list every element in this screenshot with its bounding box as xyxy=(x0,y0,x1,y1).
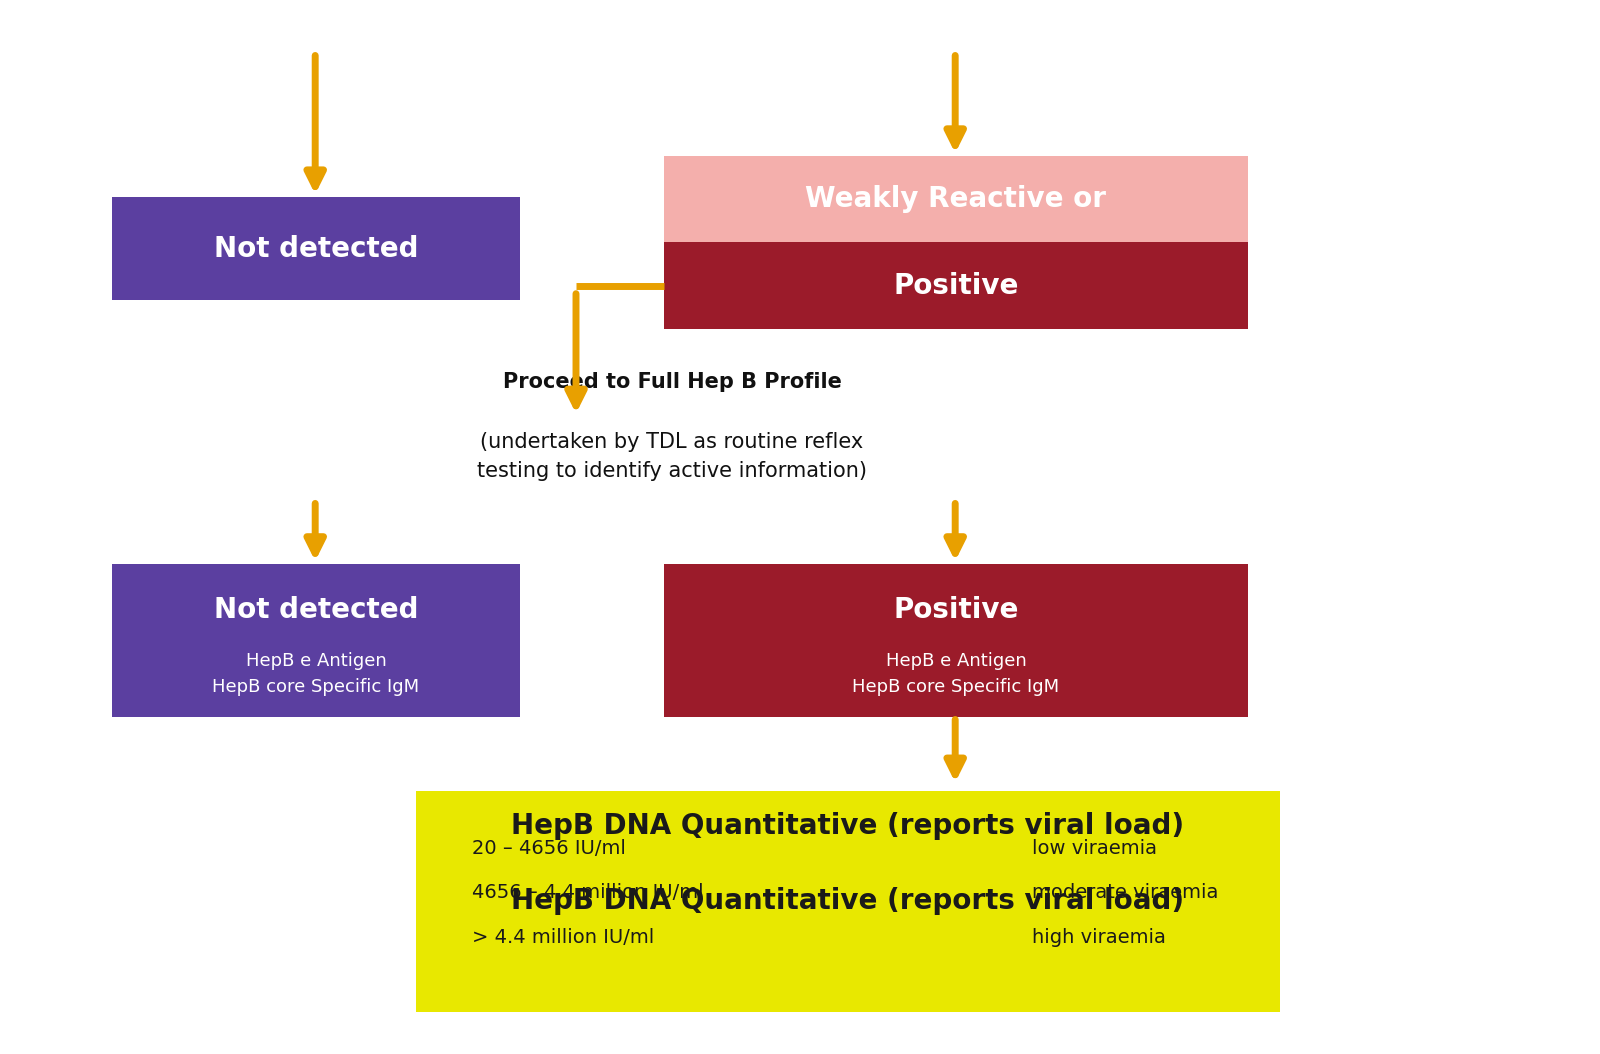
Text: > 4.4 million IU/ml: > 4.4 million IU/ml xyxy=(472,928,654,946)
Text: Weakly Reactive or: Weakly Reactive or xyxy=(805,186,1107,213)
Text: high viraemia: high viraemia xyxy=(1032,928,1166,946)
Text: 4656 – 4.4 million IU/ml: 4656 – 4.4 million IU/ml xyxy=(472,883,704,902)
Text: Not detected: Not detected xyxy=(214,235,418,262)
FancyBboxPatch shape xyxy=(664,156,1248,242)
Text: HepB e Antigen
HepB core Specific IgM: HepB e Antigen HepB core Specific IgM xyxy=(853,651,1059,696)
Text: HepB DNA Quantitative (reports viral load): HepB DNA Quantitative (reports viral loa… xyxy=(512,887,1184,915)
Text: Positive: Positive xyxy=(893,272,1019,299)
Text: HepB DNA Quantitative (reports viral load): HepB DNA Quantitative (reports viral loa… xyxy=(512,812,1184,840)
Text: low viraemia: low viraemia xyxy=(1032,839,1157,858)
FancyBboxPatch shape xyxy=(112,564,520,717)
Text: moderate viraemia: moderate viraemia xyxy=(1032,883,1218,902)
FancyBboxPatch shape xyxy=(112,197,520,300)
FancyBboxPatch shape xyxy=(416,790,1280,1012)
Text: HepB e Antigen
HepB core Specific IgM: HepB e Antigen HepB core Specific IgM xyxy=(213,651,419,696)
Text: Not detected: Not detected xyxy=(214,596,418,624)
FancyBboxPatch shape xyxy=(664,242,1248,329)
Text: Positive: Positive xyxy=(893,596,1019,624)
FancyBboxPatch shape xyxy=(664,564,1248,717)
Text: Proceed to Full Hep B Profile: Proceed to Full Hep B Profile xyxy=(502,372,842,391)
Text: 20 – 4656 IU/ml: 20 – 4656 IU/ml xyxy=(472,839,626,858)
Text: (undertaken by TDL as routine reflex
testing to identify active information): (undertaken by TDL as routine reflex tes… xyxy=(477,432,867,481)
